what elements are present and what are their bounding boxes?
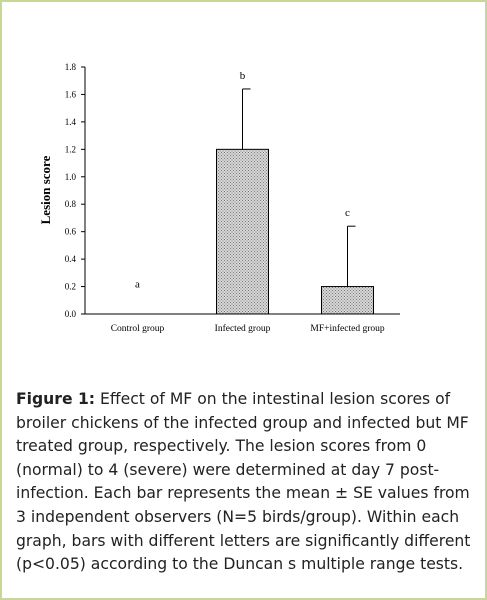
bars-group — [216, 88, 374, 315]
y-tick-label: 0.2 — [65, 282, 76, 292]
y-tick-label: 1.0 — [65, 172, 77, 182]
y-tick-label: 1.8 — [65, 62, 77, 72]
y-axis-label: Lesion score — [38, 155, 53, 224]
caption-text: Effect of MF on the intestinal lesion sc… — [16, 390, 471, 574]
y-tick-label: 1.2 — [65, 144, 76, 154]
y-axis: 0.0 0.2 0.4 0.6 0.8 1.0 1.2 1.4 1.6 1.8 — [65, 62, 400, 319]
y-tick-label: 1.6 — [65, 89, 77, 99]
category-label: Infected group — [215, 323, 271, 334]
significance-letter: c — [345, 207, 350, 219]
y-tick-label: 1.4 — [65, 117, 77, 127]
category-label: Control group — [111, 324, 165, 334]
bar — [216, 148, 269, 315]
y-tick-label: 0.0 — [65, 309, 77, 319]
caption-label: Figure 1: — [16, 390, 96, 408]
significance-letter: a — [135, 279, 140, 291]
category-label: MF+infected group — [310, 323, 384, 334]
bar — [321, 286, 374, 315]
figure-caption: Figure 1: Effect of MF on the intestinal… — [16, 388, 478, 577]
category-labels: a Control group b Infected group c MF+infecte… — [111, 70, 385, 334]
y-tick-label: 0.6 — [65, 227, 77, 237]
significance-letter: b — [240, 70, 246, 82]
y-tick-label: 0.8 — [65, 199, 77, 209]
y-tick-label: 0.4 — [65, 254, 77, 264]
lesion-score-chart: 0.0 0.2 0.4 0.6 0.8 1.0 1.2 1.4 1.6 1.8 a Control … — [38, 62, 400, 334]
